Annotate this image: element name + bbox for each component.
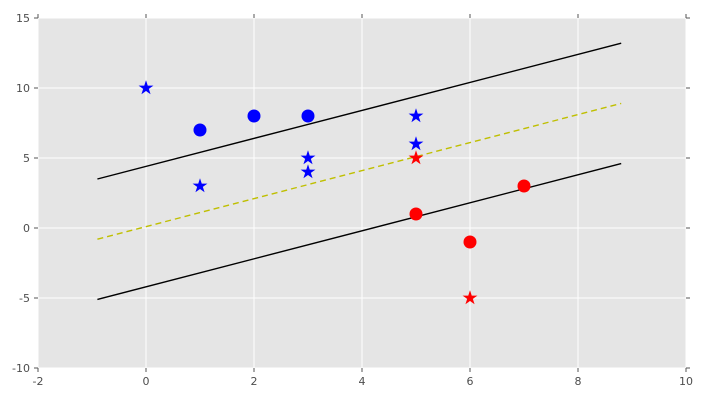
red-circle-samples-point: [517, 179, 531, 193]
x-tick-label: 4: [359, 375, 366, 388]
blue-star-predictions-point: [408, 136, 424, 151]
red-circle-samples-point: [463, 235, 477, 249]
blue-circle-samples-point: [247, 109, 261, 123]
upper-margin-line: [97, 42, 622, 180]
blue-circle-samples-point: [193, 123, 207, 137]
red-star-predictions-point: [408, 150, 424, 165]
blue-circle-samples-point: [301, 109, 315, 123]
x-tick-label: 6: [467, 375, 474, 388]
y-tick-label: 10: [16, 82, 30, 95]
x-tick-label: 0: [143, 375, 150, 388]
red-circle-samples-point: [409, 207, 423, 221]
y-tick-label: -10: [12, 362, 30, 375]
red-star-predictions-point: [462, 290, 478, 305]
x-tick-label: 10: [679, 375, 693, 388]
decision-boundary-line: [97, 102, 622, 240]
y-tick-label: 5: [23, 152, 30, 165]
blue-star-predictions-point: [300, 150, 316, 165]
x-tick-label: -2: [33, 375, 44, 388]
y-tick-label: -5: [19, 292, 30, 305]
x-tick-label: 2: [251, 375, 258, 388]
y-tick-label: 15: [16, 12, 30, 25]
blue-star-predictions-point: [300, 164, 316, 179]
blue-star-predictions-point: [138, 80, 154, 95]
x-tick-label: 8: [575, 375, 582, 388]
lower-margin-line: [97, 162, 622, 301]
blue-star-predictions-point: [192, 178, 208, 193]
y-tick-label: 0: [23, 222, 30, 235]
blue-star-predictions-point: [408, 108, 424, 123]
